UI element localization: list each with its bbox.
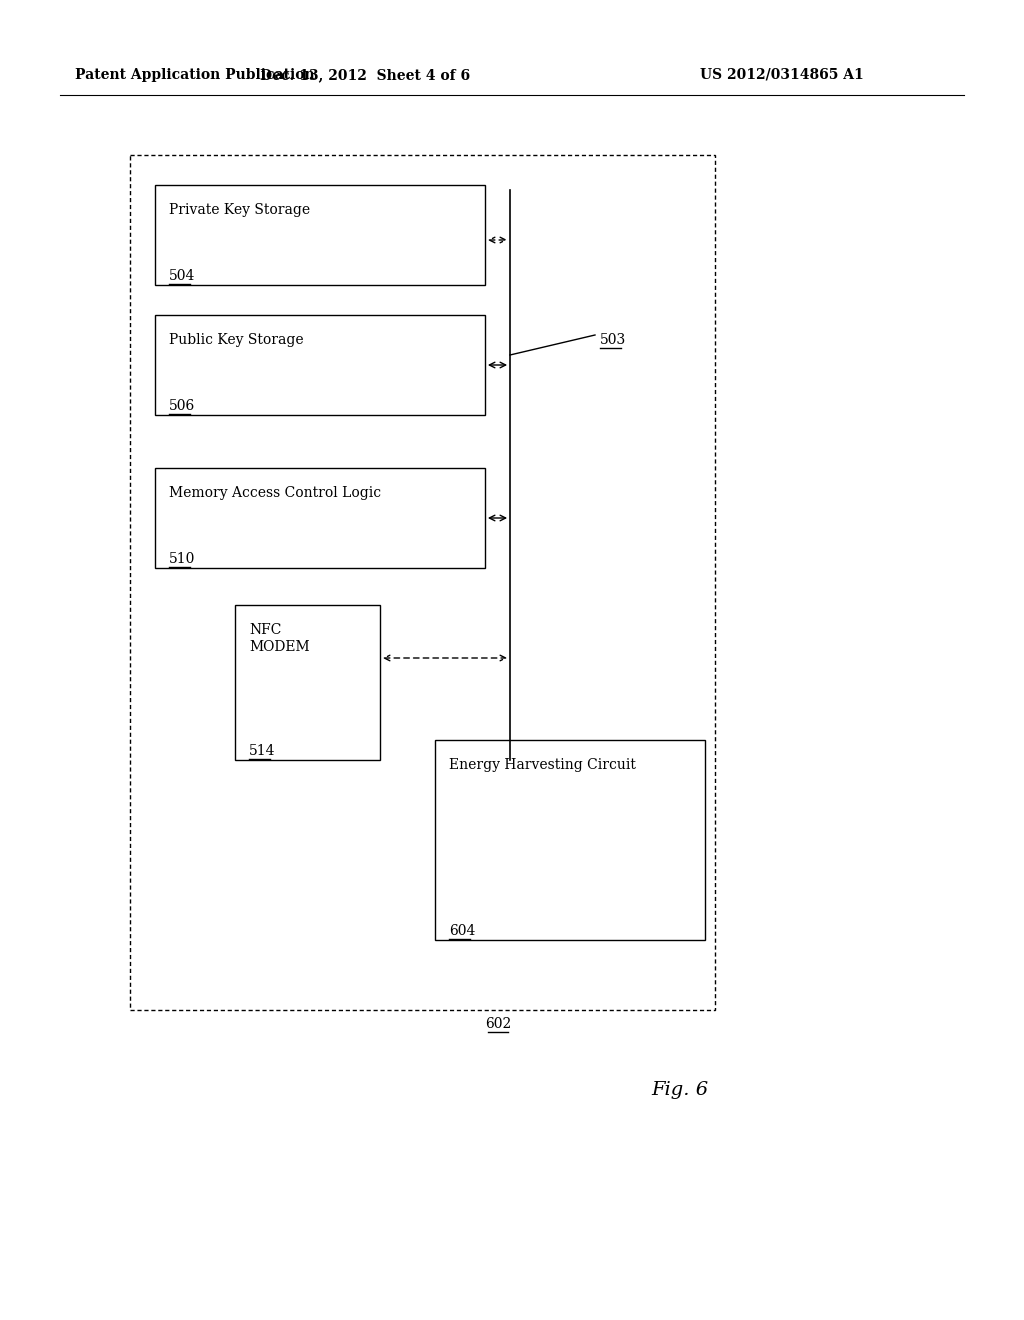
Text: 510: 510 — [169, 552, 196, 566]
Text: 504: 504 — [169, 269, 196, 282]
Bar — [155, 315, 485, 414]
Text: Fig. 6: Fig. 6 — [651, 1081, 709, 1100]
Text: 604: 604 — [449, 924, 475, 939]
Text: Memory Access Control Logic: Memory Access Control Logic — [169, 486, 381, 500]
Text: 503: 503 — [600, 333, 627, 347]
Text: Private Key Storage: Private Key Storage — [169, 203, 310, 216]
Text: Energy Harvesting Circuit: Energy Harvesting Circuit — [449, 758, 636, 772]
Bar — [435, 741, 705, 940]
Text: Dec. 13, 2012  Sheet 4 of 6: Dec. 13, 2012 Sheet 4 of 6 — [260, 69, 470, 82]
Bar — [155, 469, 485, 568]
Text: 514: 514 — [249, 744, 275, 758]
Text: US 2012/0314865 A1: US 2012/0314865 A1 — [700, 69, 864, 82]
Text: 602: 602 — [485, 1016, 511, 1031]
Text: Patent Application Publication: Patent Application Publication — [75, 69, 314, 82]
Bar — [155, 185, 485, 285]
Bar — [130, 154, 715, 1010]
Text: Public Key Storage: Public Key Storage — [169, 333, 304, 347]
Text: 506: 506 — [169, 399, 196, 413]
Text: NFC
MODEM: NFC MODEM — [249, 623, 309, 655]
Bar — [234, 605, 380, 760]
